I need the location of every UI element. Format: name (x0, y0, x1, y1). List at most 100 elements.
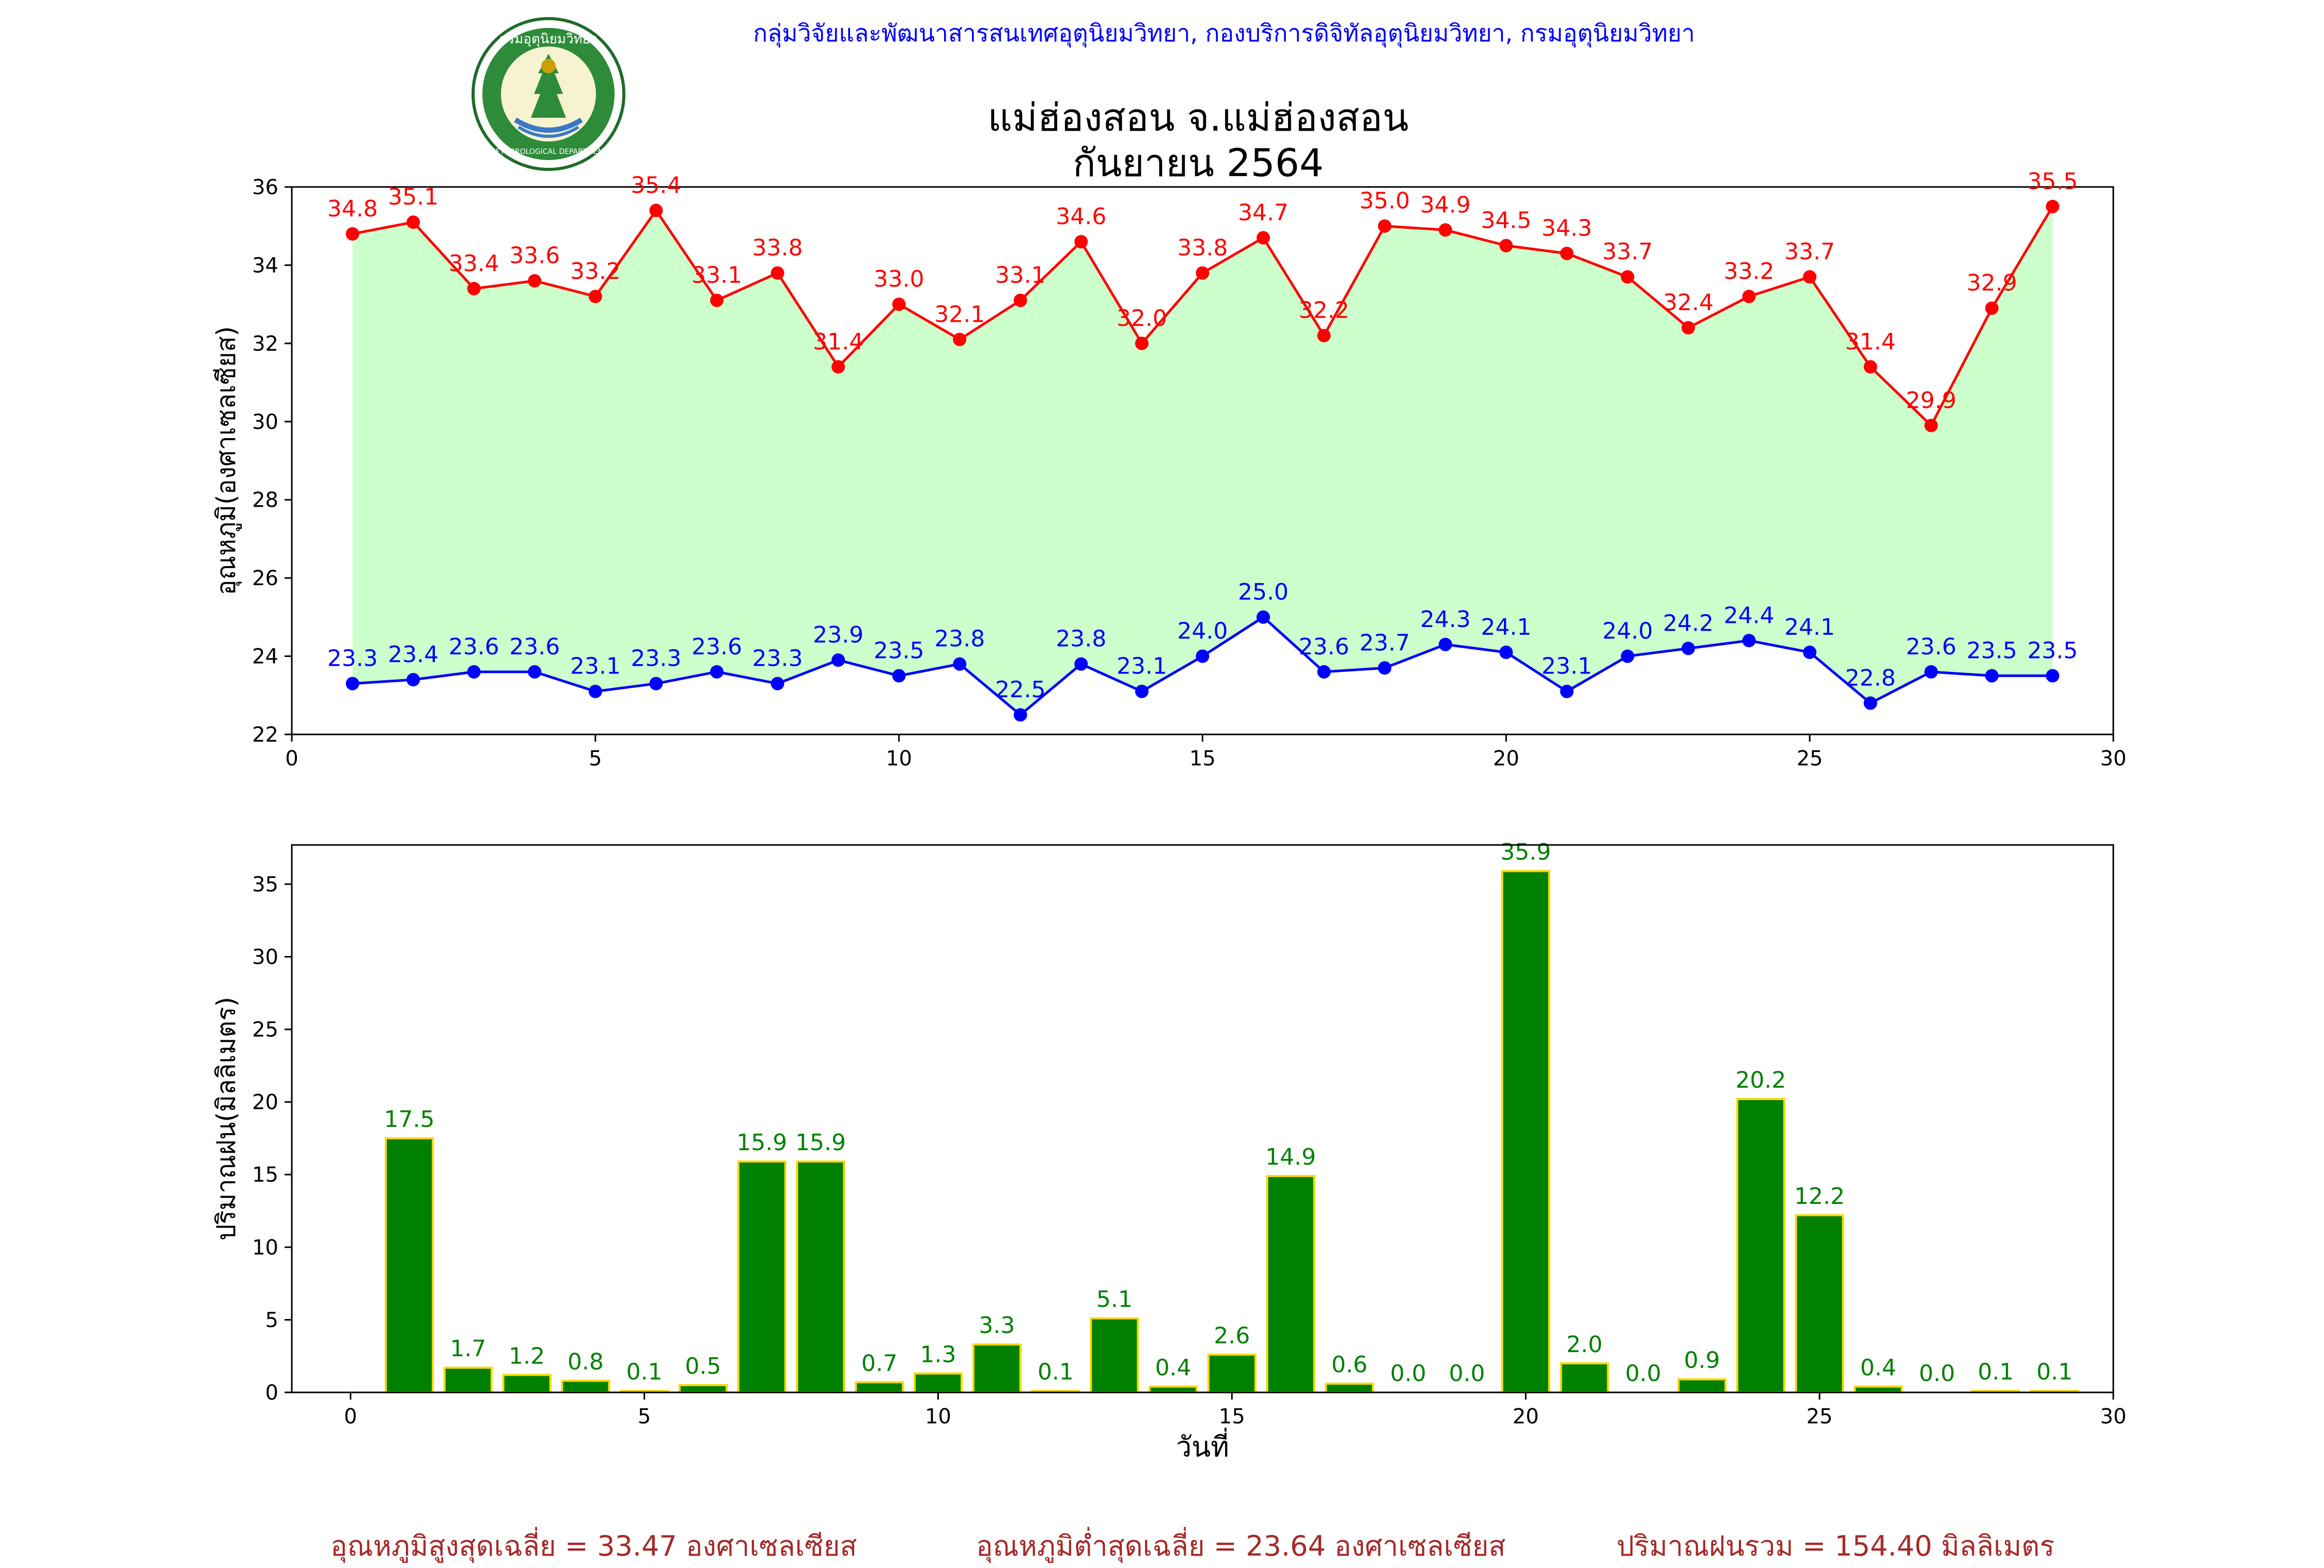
rain-x-tick-label: 10 (925, 1405, 951, 1429)
min-temp-label: 23.3 (327, 646, 378, 672)
max-temp-point (710, 293, 724, 307)
rain-x-tick-label: 20 (1513, 1405, 1539, 1429)
temp-x-tick-label: 5 (589, 747, 602, 771)
rain-x-axis-label: วันที่ (1176, 1428, 1229, 1463)
min-temp-label: 23.6 (1906, 634, 1956, 660)
min-temp-point (649, 677, 663, 691)
max-temp-label: 34.6 (1056, 203, 1106, 230)
max-temp-label: 33.4 (449, 250, 499, 277)
min-temp-label: 23.6 (1299, 634, 1349, 660)
max-temp-point (1621, 270, 1635, 284)
rain-bar-label: 2.0 (1566, 1331, 1603, 1358)
max-temp-point (1074, 235, 1088, 248)
max-temp-point (1803, 270, 1817, 284)
max-temp-point (1742, 290, 1756, 303)
tmd-seal-icon: กรมอุตุนิยมวิทยา METEOROLOGICAL DEPARTME… (472, 17, 625, 171)
rain-bar (737, 1160, 787, 1394)
avg-min-temp-text: อุณหภูมิต่ำสุดเฉลี่ย = 23.64 องศาเซลเซีย… (976, 1530, 1506, 1562)
rain-bar-label: 0.1 (2036, 1359, 2072, 1385)
max-temp-label: 31.4 (813, 328, 863, 355)
svg-text:กรมอุตุนิยมวิทยา: กรมอุตุนิยมวิทยา (499, 32, 598, 47)
max-temp-label: 33.1 (692, 262, 742, 289)
max-temp-label: 35.1 (388, 184, 438, 210)
temp-y-tick-label: 36 (252, 176, 278, 199)
max-temp-label: 32.4 (1663, 290, 1714, 316)
max-temp-point (1257, 231, 1270, 245)
max-temp-label: 34.7 (1238, 199, 1289, 226)
rain-bar (561, 1379, 610, 1393)
min-temp-label: 23.5 (2027, 637, 2078, 664)
temp-y-tick-label: 34 (252, 254, 278, 277)
min-temp-label: 24.4 (1724, 602, 1775, 629)
rain-bar-label: 0.4 (1155, 1355, 1191, 1381)
rain-bar-label: 0.1 (626, 1359, 663, 1385)
rain-y-tick-label: 35 (252, 873, 278, 897)
temp-range-fill (352, 206, 2053, 715)
rain-bar (385, 1137, 434, 1393)
rain-x-tick-label: 15 (1219, 1405, 1245, 1429)
temp-y-tick-label: 24 (252, 645, 278, 669)
max-temp-point (649, 203, 663, 217)
min-temp-label: 23.6 (509, 634, 560, 660)
min-temp-label: 24.1 (1481, 614, 1531, 640)
min-temp-point (1317, 665, 1331, 679)
max-temp-point (467, 281, 481, 295)
rain-bar (1325, 1383, 1374, 1393)
max-temp-point (771, 266, 784, 280)
max-temp-label: 31.4 (1845, 328, 1896, 355)
min-temp-label: 25.0 (1238, 579, 1289, 605)
rain-bar-label: 0.0 (1390, 1360, 1426, 1387)
min-temp-point (892, 669, 906, 683)
avg-max-temp-text: อุณหภูมิสูงสุดเฉลี่ย = 33.47 องศาเซลเซีย… (331, 1530, 857, 1562)
rain-x-tick-label: 0 (344, 1405, 357, 1429)
rain-bar-label: 0.4 (1860, 1355, 1896, 1381)
min-temp-label: 24.0 (1177, 618, 1228, 645)
min-temp-point (1074, 657, 1088, 671)
rain-bar (914, 1372, 963, 1393)
min-temp-point (1438, 637, 1452, 651)
max-temp-label: 33.1 (995, 262, 1046, 289)
rain-y-tick-label: 0 (265, 1381, 278, 1405)
temp-x-tick-label: 10 (886, 747, 912, 771)
rain-y-tick-label: 15 (252, 1163, 278, 1187)
max-temp-label: 34.9 (1420, 192, 1471, 218)
min-temp-label: 23.1 (570, 653, 621, 680)
max-temp-point (1560, 246, 1574, 260)
min-temp-label: 23.1 (1542, 653, 1592, 680)
max-temp-label: 33.8 (752, 235, 803, 261)
min-temp-point (1742, 634, 1756, 648)
rain-bar-label: 0.0 (1919, 1360, 1955, 1387)
max-temp-label: 32.1 (934, 301, 985, 327)
rain-bar (1677, 1378, 1727, 1394)
rain-bar (1207, 1353, 1257, 1393)
min-temp-label: 23.8 (1056, 626, 1106, 652)
min-temp-label: 23.4 (388, 641, 438, 668)
max-temp-point (406, 215, 420, 229)
rain-y-tick-label: 30 (252, 945, 278, 969)
min-temp-label: 22.5 (995, 677, 1046, 703)
min-temp-point (346, 677, 359, 691)
rain-bar (443, 1367, 493, 1394)
rain-bar-label: 20.2 (1735, 1067, 1786, 1093)
rain-bar-label: 35.9 (1500, 839, 1551, 866)
rain-bar (1266, 1175, 1315, 1394)
min-temp-label: 22.8 (1845, 665, 1896, 691)
rain-bar-label: 1.2 (509, 1343, 545, 1369)
max-temp-label: 32.9 (1967, 270, 2017, 296)
max-temp-label: 34.5 (1481, 208, 1531, 234)
max-temp-label: 32.2 (1299, 297, 1349, 324)
max-temp-label: 34.3 (1542, 215, 1592, 242)
max-temp-label: 33.0 (874, 266, 924, 292)
min-temp-point (1560, 684, 1574, 698)
rain-x-tick-label: 25 (1807, 1405, 1833, 1429)
max-temp-point (831, 360, 845, 374)
min-temp-point (1378, 661, 1392, 675)
min-temp-label: 23.5 (1967, 637, 2017, 664)
max-temp-point (588, 290, 602, 303)
min-temp-point (710, 665, 724, 679)
temp-y-tick-label: 22 (252, 723, 278, 747)
max-temp-point (1985, 301, 1999, 315)
rain-bar (502, 1374, 552, 1394)
min-temp-point (1803, 646, 1817, 659)
